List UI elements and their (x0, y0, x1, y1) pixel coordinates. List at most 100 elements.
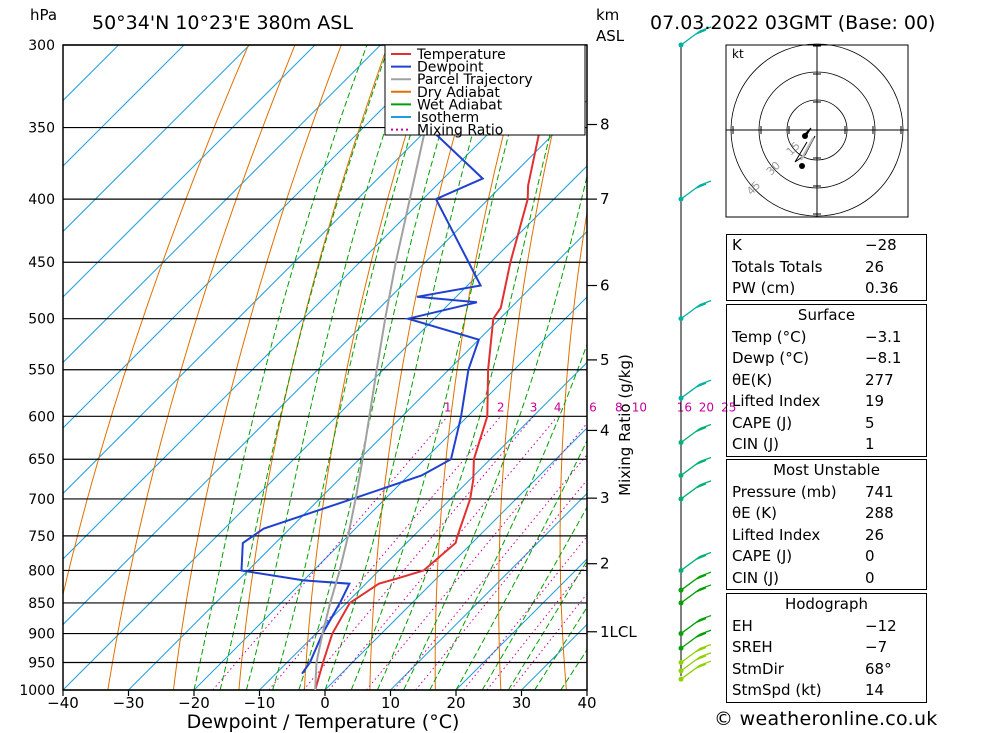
x-tick-label: −30 (113, 694, 145, 712)
wind-barb (678, 614, 712, 637)
hodo-index-row: SREH −7 (727, 637, 927, 659)
x-tick-label: 40 (577, 694, 596, 712)
mu-index-value: 741 (865, 482, 894, 501)
mu-index-row: Lifted Index 26 (727, 525, 927, 547)
general-index-value: −28 (865, 236, 897, 254)
dry-adiabat-line (990, 45, 1000, 690)
mixing-ratio-line (486, 563, 587, 690)
km-tick-label: 4 (600, 421, 610, 439)
general-index-row: K −28 (727, 235, 927, 257)
mixing-ratio-label: 8 (615, 400, 623, 414)
pressure-tick-label: 400 (28, 192, 55, 208)
pressure-tick-label: 300 (28, 38, 55, 54)
wind-barb (678, 629, 712, 651)
hodograph-unit-label: kt (732, 47, 744, 61)
isotherm-line (324, 427, 587, 690)
wet-adiabat-line (350, 45, 534, 690)
wind-barb (678, 456, 712, 478)
mixing-ratio-label: 20 (699, 400, 714, 414)
mixing-ratio-label: 3 (530, 400, 538, 414)
most-unstable-title: Most Unstable (773, 461, 880, 479)
km-tick-label: 8 (600, 116, 610, 134)
general-index-label: PW (cm) (732, 279, 796, 297)
surface-index-value: 1 (865, 435, 875, 453)
surface-index-label: Temp (°C) (732, 327, 807, 346)
surface-index-row: CAPE (J) 5 (727, 413, 927, 435)
indices-most-unstable-table: Most Unstable Pressure (mb) 741 θE (K) 288 Li… (726, 459, 927, 590)
surface-index-row: Lifted Index 19 (727, 391, 927, 413)
pressure-tick-label: 900 (28, 627, 55, 643)
hodograph-trace-shadow (800, 137, 814, 161)
mu-index-row: CAPE (J) 0 (727, 546, 927, 568)
pressure-tick-label: 1000 (19, 683, 55, 699)
isotherm-line (63, 45, 185, 167)
indices-general-table: K −28 Totals Totals 26 PW (cm) 0.36 (726, 234, 927, 301)
pressure-tick-label: 950 (28, 656, 55, 672)
pressure-tick-label: 850 (28, 596, 55, 612)
mixing-ratio-label: 16 (677, 400, 692, 414)
mixing-ratio-line (366, 422, 587, 690)
legend-label: Parcel Trajectory (417, 72, 533, 88)
x-tick-label: 20 (446, 694, 465, 712)
isotherm-line (390, 492, 587, 690)
wind-barb (678, 180, 712, 202)
surface-index-value: −8.1 (865, 349, 902, 367)
pressure-tick-label: 600 (28, 409, 55, 425)
x-tick-label: −10 (244, 694, 276, 712)
location-title: 50°34'N 10°23'E 380m ASL (92, 12, 353, 34)
legend-label: Temperature (416, 47, 506, 63)
pressure-tick-label: 450 (28, 255, 55, 271)
isotherm-line (63, 45, 381, 364)
surface-index-label: CIN (J) (732, 435, 780, 453)
wind-barb (678, 300, 712, 322)
pressure-tick-label: 500 (28, 312, 55, 328)
general-index-label: Totals Totals (732, 257, 823, 276)
mu-index-value: 0 (865, 547, 875, 565)
general-index-row: Totals Totals 26 (727, 257, 927, 279)
wet-adiabat-line (429, 343, 587, 690)
pressure-tick-label: 350 (28, 121, 55, 137)
hodograph-point (799, 163, 805, 169)
legend-box (384, 44, 586, 136)
surface-index-row: θE(K) 277 (727, 370, 927, 392)
hodo-index-value: −7 (865, 638, 888, 656)
surface-index-row: Temp (°C) −3.1 (727, 327, 927, 349)
general-index-value: 0.36 (865, 279, 899, 297)
hodo-index-value: 14 (865, 681, 885, 699)
mixing-ratio-label: 1 (444, 400, 452, 414)
surface-index-value: 277 (865, 370, 894, 389)
km-tick-label: 7 (600, 190, 610, 208)
asl-label: ASL (596, 27, 625, 45)
legend-label: Isotherm (417, 110, 479, 126)
mu-index-row: Pressure (mb) 741 (727, 482, 927, 504)
mu-index-label: Pressure (mb) (732, 482, 837, 501)
mixing-ratio-line (268, 415, 502, 690)
dry-adiabat-line (559, 209, 587, 690)
isotherm-line (259, 361, 587, 690)
mixing-ratio-label: 25 (721, 400, 736, 414)
hodo-index-label: SREH (732, 638, 773, 656)
wet-adiabat-line (403, 174, 587, 690)
hodo-index-label: EH (732, 616, 753, 635)
mixing-ratio-line (415, 479, 587, 690)
surface-title: Surface (797, 306, 856, 324)
temperature-line (314, 45, 585, 690)
mixing-ratio-line (303, 415, 534, 690)
isotherm-line (63, 45, 578, 560)
x-tick-label: −40 (47, 694, 79, 712)
mu-index-row: CIN (J) 0 (727, 568, 927, 590)
mu-index-row: θE (K) 288 (727, 503, 927, 525)
wind-barb (678, 660, 712, 682)
mixing-ratio-label: 10 (632, 400, 647, 414)
wet-adiabat-line (298, 45, 468, 690)
hodo-index-row: StmSpd (kt) 14 (727, 680, 927, 702)
isotherm-line (63, 45, 316, 298)
hodograph-point (802, 133, 808, 139)
mu-index-label: Lifted Index (732, 525, 821, 544)
dry-adiabat-line (942, 45, 1000, 690)
mixing-ratio-label: 6 (589, 400, 597, 414)
surface-index-row: CIN (J) 1 (727, 434, 927, 456)
dry-adiabat-line (107, 45, 296, 690)
mu-index-value: 288 (865, 504, 894, 522)
